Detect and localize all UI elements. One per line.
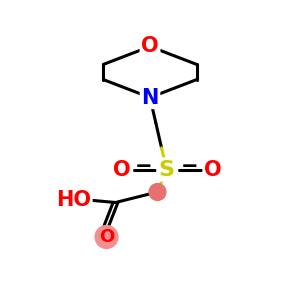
Text: =: = — [135, 160, 153, 179]
Circle shape — [95, 226, 118, 248]
Circle shape — [149, 184, 166, 200]
Text: HO: HO — [56, 190, 91, 209]
Text: O: O — [141, 37, 159, 56]
Text: S: S — [158, 160, 175, 179]
Text: O: O — [99, 228, 114, 246]
Text: O: O — [204, 160, 222, 179]
Text: =: = — [181, 160, 199, 179]
Text: O: O — [113, 160, 130, 179]
Text: N: N — [141, 88, 159, 107]
